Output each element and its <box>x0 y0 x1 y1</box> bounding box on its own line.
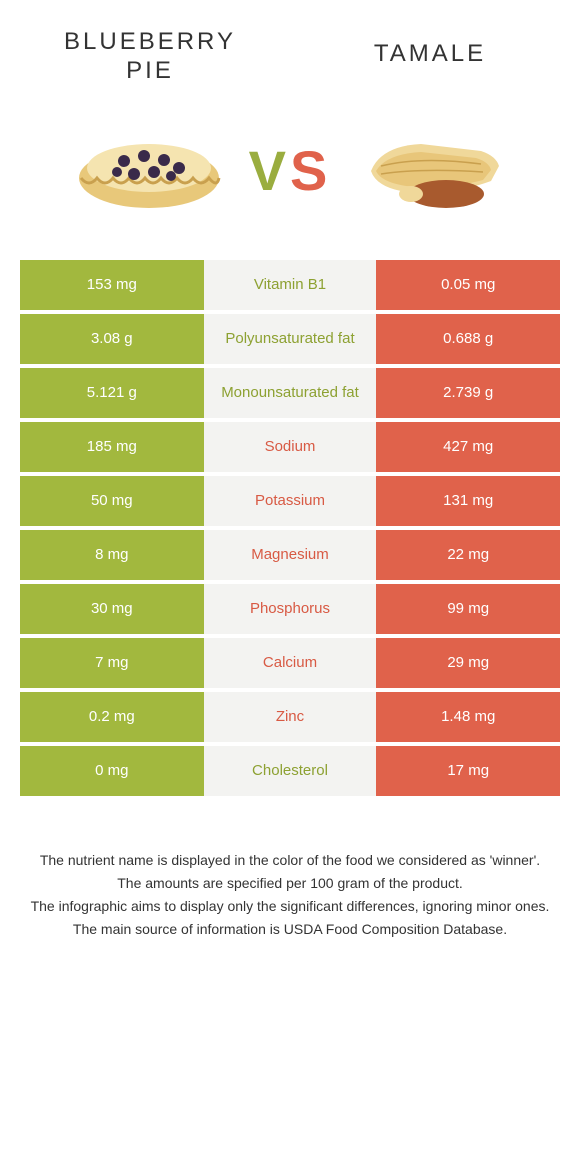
value-right: 22 mg <box>376 530 560 580</box>
blueberry-pie-image <box>69 116 229 226</box>
value-right: 0.05 mg <box>376 260 560 310</box>
footer-line: The infographic aims to display only the… <box>30 896 550 917</box>
vs-row: VS <box>0 116 580 226</box>
footer-line: The nutrient name is displayed in the co… <box>30 850 550 871</box>
nutrient-label: Phosphorus <box>204 584 377 634</box>
table-row: 50 mgPotassium131 mg <box>20 476 560 526</box>
value-right: 99 mg <box>376 584 560 634</box>
tamale-image <box>351 116 511 226</box>
value-left: 30 mg <box>20 584 204 634</box>
nutrient-label: Sodium <box>204 422 377 472</box>
vs-s: S <box>290 139 331 202</box>
nutrient-label: Zinc <box>204 692 377 742</box>
value-left: 153 mg <box>20 260 204 310</box>
value-left: 7 mg <box>20 638 204 688</box>
table-row: 7 mgCalcium29 mg <box>20 638 560 688</box>
food-title-right: Tamale <box>330 28 530 86</box>
value-left: 3.08 g <box>20 314 204 364</box>
nutrient-label: Calcium <box>204 638 377 688</box>
table-row: 8 mgMagnesium22 mg <box>20 530 560 580</box>
value-left: 0.2 mg <box>20 692 204 742</box>
value-right: 0.688 g <box>376 314 560 364</box>
vs-v: V <box>249 139 290 202</box>
value-left: 0 mg <box>20 746 204 796</box>
footer-line: The amounts are specified per 100 gram o… <box>30 873 550 894</box>
value-right: 29 mg <box>376 638 560 688</box>
table-row: 153 mgVitamin B10.05 mg <box>20 260 560 310</box>
table-row: 3.08 gPolyunsaturated fat0.688 g <box>20 314 560 364</box>
nutrient-label: Potassium <box>204 476 377 526</box>
value-left: 5.121 g <box>20 368 204 418</box>
footer-notes: The nutrient name is displayed in the co… <box>0 800 580 940</box>
table-row: 30 mgPhosphorus99 mg <box>20 584 560 634</box>
value-right: 2.739 g <box>376 368 560 418</box>
header: Blueberry pie Tamale <box>0 0 580 86</box>
value-right: 427 mg <box>376 422 560 472</box>
comparison-table: 153 mgVitamin B10.05 mg3.08 gPolyunsatur… <box>0 226 580 800</box>
value-left: 50 mg <box>20 476 204 526</box>
nutrient-label: Magnesium <box>204 530 377 580</box>
value-left: 185 mg <box>20 422 204 472</box>
nutrient-label: Cholesterol <box>204 746 377 796</box>
value-left: 8 mg <box>20 530 204 580</box>
vs-label: VS <box>249 138 332 203</box>
nutrient-label: Polyunsaturated fat <box>204 314 377 364</box>
value-right: 17 mg <box>376 746 560 796</box>
footer-line: The main source of information is USDA F… <box>30 919 550 940</box>
table-row: 5.121 gMonounsaturated fat2.739 g <box>20 368 560 418</box>
nutrient-label: Monounsaturated fat <box>204 368 377 418</box>
value-right: 1.48 mg <box>376 692 560 742</box>
table-row: 185 mgSodium427 mg <box>20 422 560 472</box>
value-right: 131 mg <box>376 476 560 526</box>
table-row: 0.2 mgZinc1.48 mg <box>20 692 560 742</box>
nutrient-label: Vitamin B1 <box>204 260 377 310</box>
table-row: 0 mgCholesterol17 mg <box>20 746 560 796</box>
food-title-left: Blueberry pie <box>50 28 250 86</box>
